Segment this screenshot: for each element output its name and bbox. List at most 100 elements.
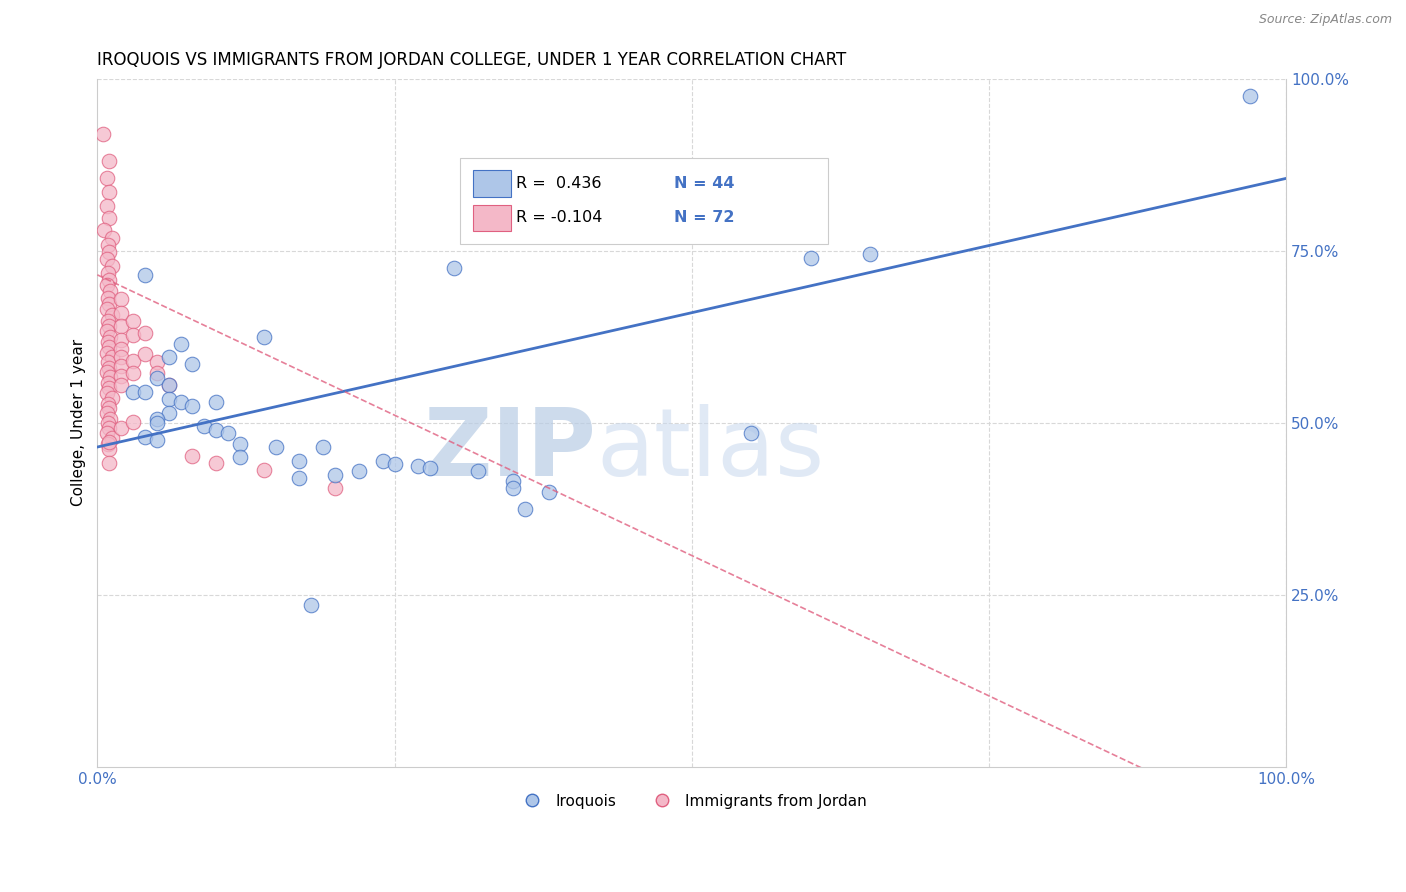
Point <box>100 259 122 273</box>
Point <box>384 457 406 471</box>
Point <box>96 365 118 379</box>
Point <box>97 334 120 349</box>
Point <box>100 431 122 445</box>
Point <box>205 456 228 470</box>
Text: atlas: atlas <box>596 404 825 497</box>
Point <box>98 421 121 435</box>
Point <box>157 351 180 365</box>
Point <box>98 340 121 354</box>
Point <box>100 391 122 405</box>
Y-axis label: College, Under 1 year: College, Under 1 year <box>72 339 86 507</box>
Point <box>134 347 156 361</box>
Point <box>288 454 311 468</box>
Point <box>323 481 346 495</box>
Point <box>181 449 204 463</box>
Point <box>100 330 122 344</box>
Point <box>100 231 122 245</box>
Point <box>253 463 276 477</box>
Point <box>443 260 465 275</box>
Point <box>110 292 132 306</box>
Point <box>110 319 132 334</box>
Point <box>467 464 489 478</box>
Point <box>134 384 156 399</box>
Point <box>406 458 429 473</box>
FancyBboxPatch shape <box>472 204 510 231</box>
Point <box>146 355 169 369</box>
Point <box>97 436 120 450</box>
Point <box>98 185 121 199</box>
Point <box>134 326 156 341</box>
Point <box>98 297 121 311</box>
Point <box>110 369 132 384</box>
Point <box>312 440 335 454</box>
Point <box>100 351 122 365</box>
Point <box>110 306 132 320</box>
Point <box>264 440 287 454</box>
Point <box>229 450 252 465</box>
Point <box>96 302 118 317</box>
Point <box>97 416 120 430</box>
Point <box>157 392 180 406</box>
Point <box>97 314 120 328</box>
Point <box>502 481 524 495</box>
Point <box>205 395 228 409</box>
FancyBboxPatch shape <box>472 170 510 197</box>
Point <box>93 223 115 237</box>
Point <box>96 278 118 293</box>
Point <box>799 251 821 265</box>
Point <box>347 464 370 478</box>
Point <box>96 406 118 420</box>
Point <box>122 314 145 328</box>
Point <box>98 360 121 375</box>
Point <box>146 416 169 430</box>
Point <box>288 471 311 485</box>
Point <box>110 421 132 435</box>
Point <box>110 342 132 356</box>
Point <box>146 412 169 426</box>
Point <box>229 436 252 450</box>
Point <box>122 367 145 381</box>
Point <box>97 291 120 305</box>
Point <box>100 370 122 384</box>
Point <box>96 324 118 338</box>
Text: N = 44: N = 44 <box>673 176 734 191</box>
FancyBboxPatch shape <box>460 158 828 244</box>
Point <box>98 435 121 450</box>
Point <box>181 399 204 413</box>
Point <box>299 599 322 613</box>
Point <box>97 355 120 369</box>
Point <box>98 319 121 334</box>
Point <box>740 426 762 441</box>
Point <box>169 336 191 351</box>
Point <box>110 359 132 374</box>
Text: Source: ZipAtlas.com: Source: ZipAtlas.com <box>1258 13 1392 27</box>
Point <box>122 384 145 399</box>
Point <box>98 401 121 415</box>
Point <box>110 351 132 365</box>
Point <box>96 171 118 186</box>
Point <box>323 467 346 482</box>
Point <box>98 154 121 169</box>
Text: IROQUOIS VS IMMIGRANTS FROM JORDAN COLLEGE, UNDER 1 YEAR CORRELATION CHART: IROQUOIS VS IMMIGRANTS FROM JORDAN COLLE… <box>97 51 846 69</box>
Point <box>100 309 122 323</box>
Point <box>134 430 156 444</box>
Point <box>98 442 121 456</box>
Point <box>97 238 120 252</box>
Point <box>253 330 276 344</box>
Point <box>146 367 169 381</box>
Point <box>217 426 239 441</box>
Legend: Iroquois, Immigrants from Jordan: Iroquois, Immigrants from Jordan <box>510 788 873 814</box>
Point <box>91 127 114 141</box>
Point <box>1239 88 1261 103</box>
Point <box>100 284 122 298</box>
Point <box>98 456 121 470</box>
Point <box>371 454 394 468</box>
Point <box>134 268 156 282</box>
Point <box>96 345 118 359</box>
Text: R =  0.436: R = 0.436 <box>516 176 602 191</box>
Point <box>205 423 228 437</box>
Point <box>157 378 180 392</box>
Point <box>96 252 118 266</box>
Point <box>98 245 121 260</box>
Point <box>98 382 121 396</box>
